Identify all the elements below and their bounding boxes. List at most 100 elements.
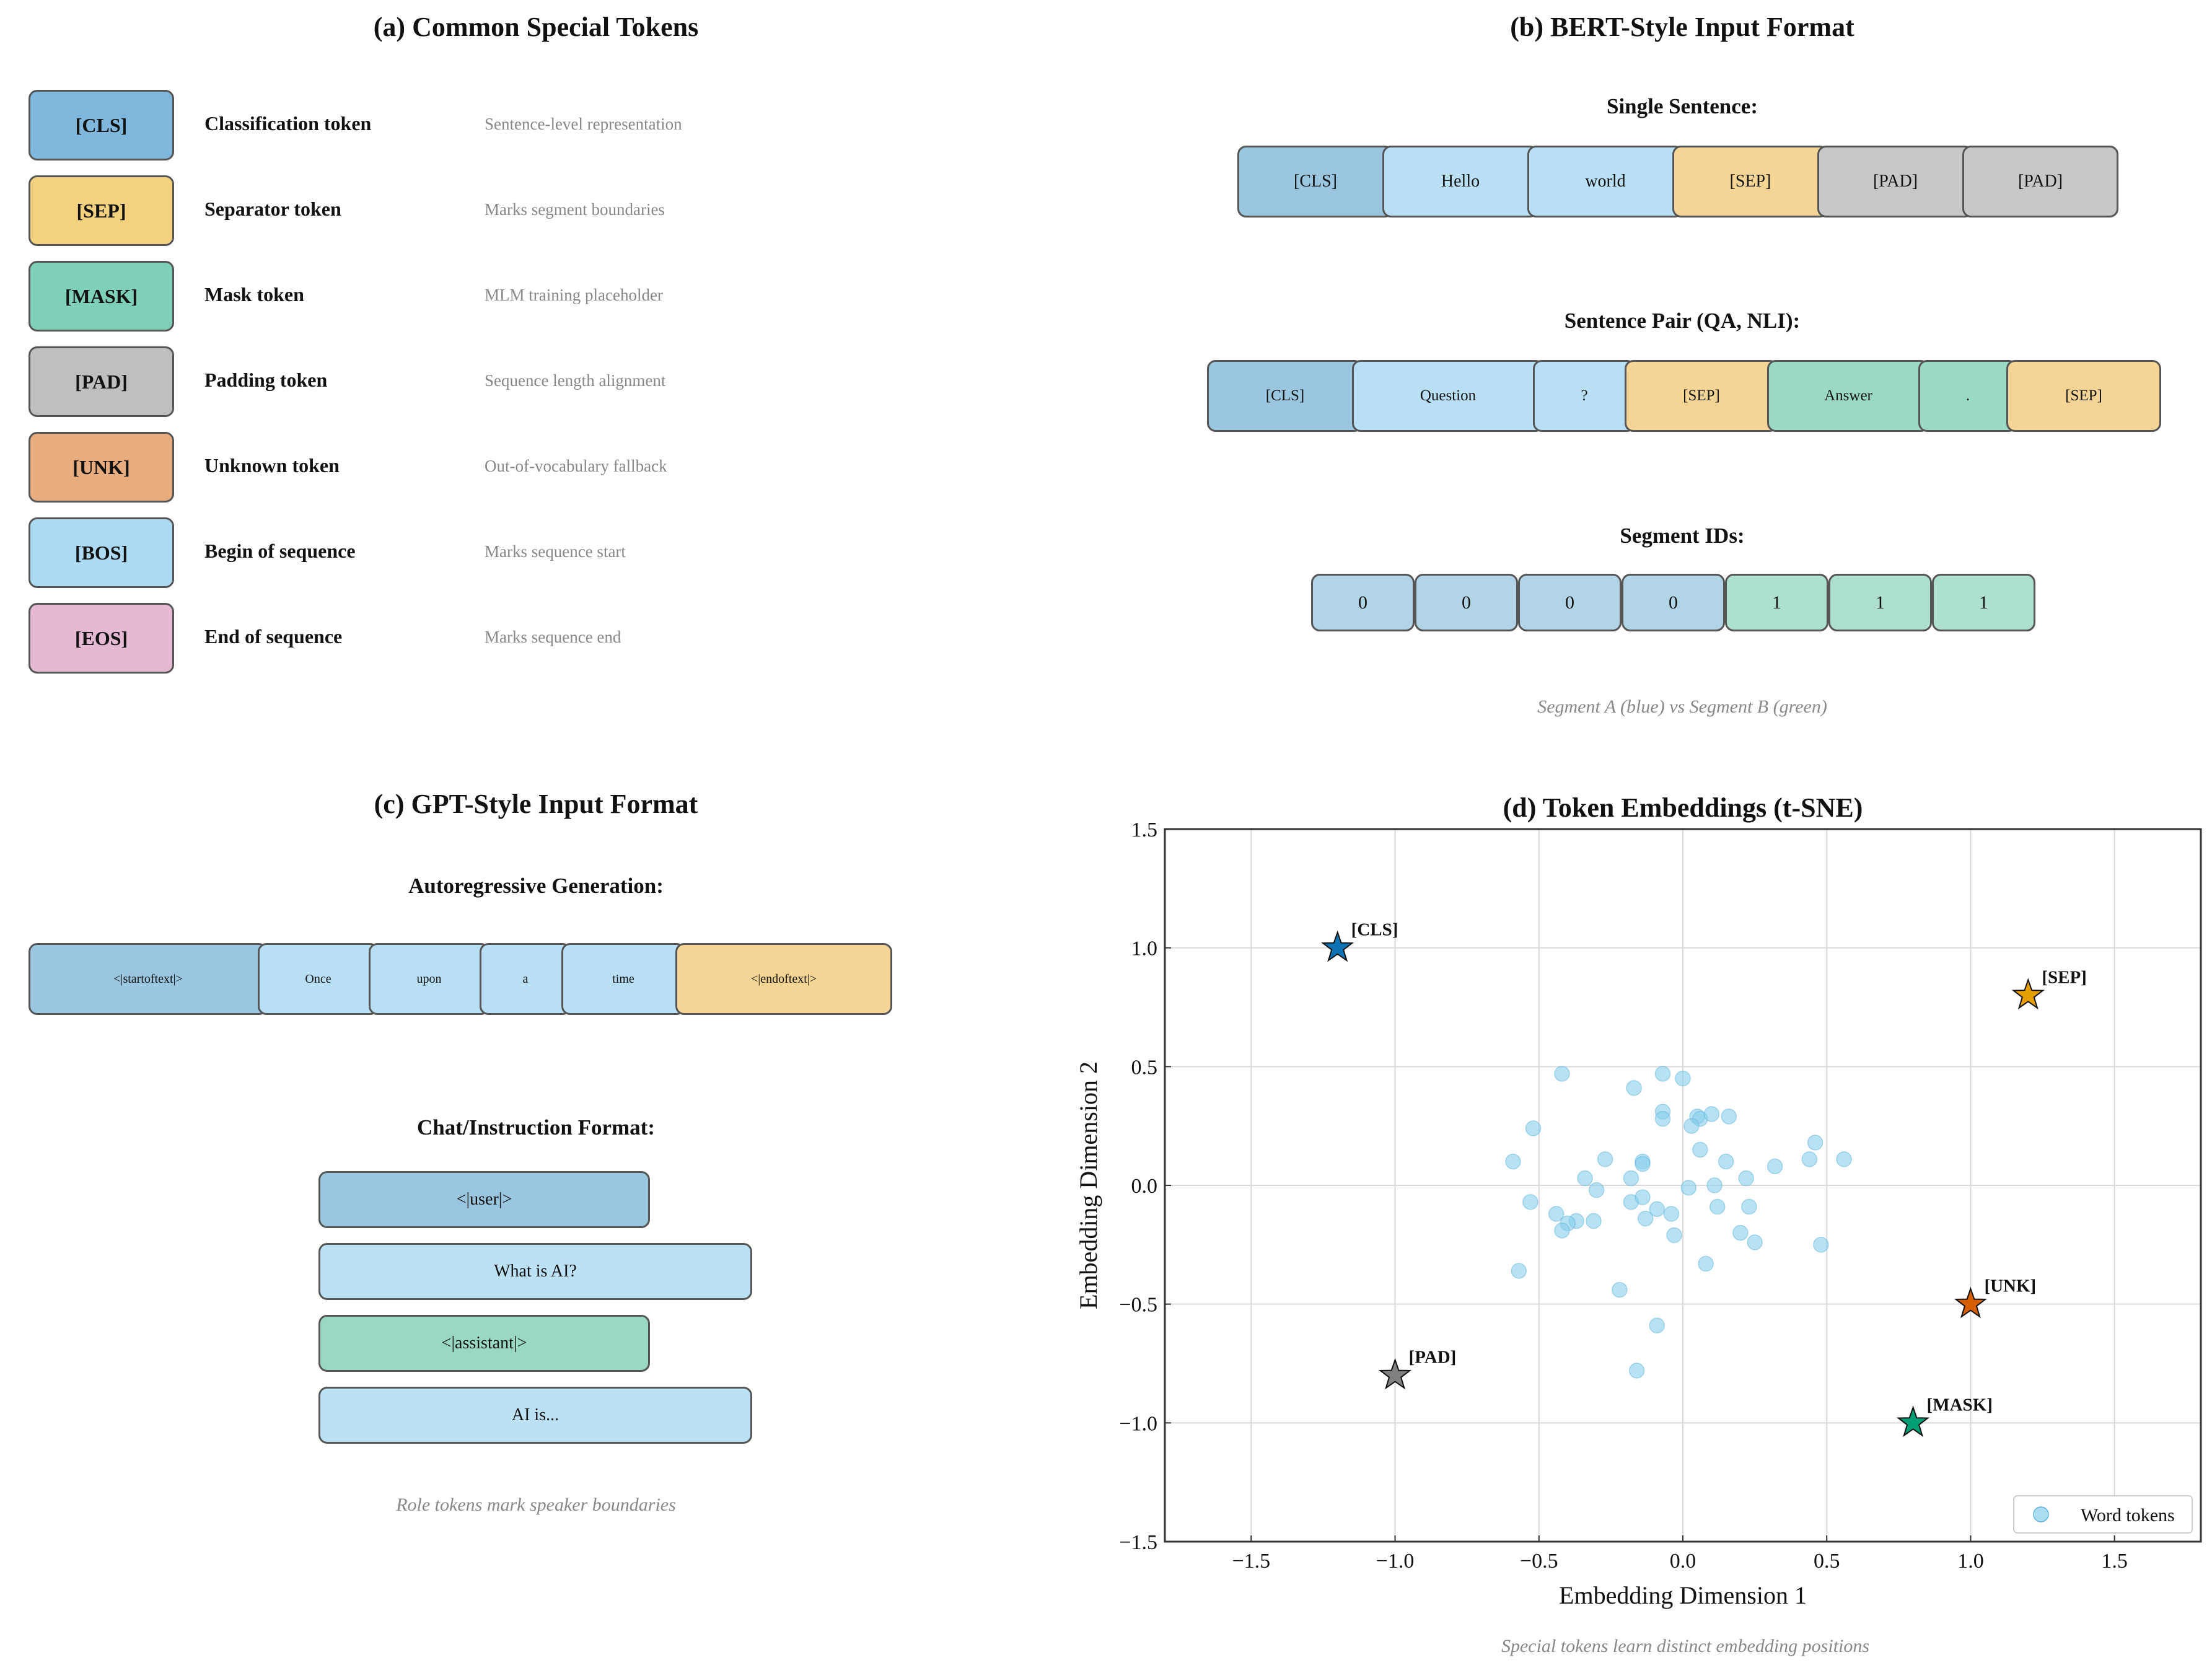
segment-id-3: 0 xyxy=(1622,574,1725,631)
token-desc-cls: Sentence-level representation xyxy=(485,115,682,133)
token-box-sep: [SEP] xyxy=(29,175,174,246)
token-once-1: Once xyxy=(258,943,379,1015)
word-token-point xyxy=(1522,1194,1538,1210)
word-token-point xyxy=(1683,1118,1700,1134)
word-token-point xyxy=(1801,1151,1818,1167)
special-token-label-mask: [MASK] xyxy=(1927,1395,1993,1415)
token-box-cls: [CLS] xyxy=(29,90,174,160)
token-upon-2: upon xyxy=(369,943,489,1015)
x-tick-label: −1.0 xyxy=(1376,1550,1415,1573)
x-tick-label: 1.0 xyxy=(1957,1550,1984,1573)
x-axis-label: Embedding Dimension 1 xyxy=(1559,1581,1807,1609)
token-startoftext-0: <|startoftext|> xyxy=(29,943,268,1015)
token-box-mask: [MASK] xyxy=(29,261,174,332)
chat-line-2: <|assistant|> xyxy=(318,1315,650,1372)
y-tick-label: 1.0 xyxy=(1131,937,1158,960)
segment-id-4: 1 xyxy=(1725,574,1828,631)
special-token-marker-unk xyxy=(1954,1286,1988,1319)
token-answer-4: Answer xyxy=(1767,360,1929,432)
token-box-bos: [BOS] xyxy=(29,517,174,588)
segment-id-2: 0 xyxy=(1518,574,1622,631)
x-tick-label: 0.5 xyxy=(1814,1550,1840,1573)
word-token-point xyxy=(1554,1223,1570,1239)
chart-title: (d) Token Embeddings (t-SNE) xyxy=(1503,793,1863,823)
token-name-mask: Mask token xyxy=(204,283,304,305)
tsne-scatter-chart: (d) Token Embeddings (t-SNE) −1.5 −1.0 −0.5… xyxy=(1074,793,2202,1609)
word-token-point xyxy=(1511,1263,1527,1279)
token-desc-eos: Marks sequence end xyxy=(485,628,621,646)
token-name-eos: End of sequence xyxy=(204,625,343,648)
x-tick-label: −1.5 xyxy=(1232,1550,1270,1573)
special-token-marker-cls xyxy=(1321,930,1354,962)
special-token-marker-pad xyxy=(1378,1358,1412,1390)
y-tick-label: 1.5 xyxy=(1131,819,1158,841)
special-token-marker-sep xyxy=(2011,978,2045,1010)
panel-b-title: (b) BERT-Style Input Format xyxy=(1510,12,1854,42)
token-desc-mask: MLM training placeholder xyxy=(485,286,663,304)
token-box-eos: [EOS] xyxy=(29,603,174,674)
chat-line-3: AI is... xyxy=(318,1387,752,1444)
word-token-point xyxy=(1637,1210,1654,1227)
word-token-point xyxy=(1709,1198,1726,1215)
special-token-label-sep: [SEP] xyxy=(2042,967,2087,987)
token-time-4: time xyxy=(561,943,685,1015)
legend-label: Word tokens xyxy=(2081,1505,2175,1526)
token-name-sep: Separator token xyxy=(204,198,341,220)
word-token-point xyxy=(1654,1110,1671,1127)
special-token-marker-mask xyxy=(1896,1405,1930,1438)
x-tick-label: −0.5 xyxy=(1520,1550,1558,1573)
word-token-point xyxy=(1623,1170,1639,1187)
word-token-point xyxy=(1628,1363,1645,1379)
token-token-2: ? xyxy=(1533,360,1636,432)
word-token-point xyxy=(1577,1170,1593,1187)
segment-id-1: 0 xyxy=(1415,574,1518,631)
word-token-point xyxy=(1767,1158,1783,1175)
y-tick-label: 0.0 xyxy=(1131,1175,1158,1198)
token-pad-5: [PAD] xyxy=(1962,146,2118,217)
word-token-point xyxy=(1649,1201,1665,1218)
token-name-pad: Padding token xyxy=(204,369,328,391)
token-token-5: . xyxy=(1918,360,2017,432)
word-token-point xyxy=(1525,1120,1542,1136)
word-token-point xyxy=(1649,1317,1665,1333)
token-box-unk: [UNK] xyxy=(29,432,174,503)
y-tick-label: −0.5 xyxy=(1119,1294,1157,1317)
token-desc-unk: Out-of-vocabulary fallback xyxy=(485,457,667,475)
word-token-point xyxy=(1698,1255,1714,1272)
word-token-point xyxy=(1807,1135,1824,1151)
y-tick-label: −1.0 xyxy=(1119,1412,1157,1435)
x-tick-label: 0.0 xyxy=(1670,1550,1696,1573)
y-tick-label: 0.5 xyxy=(1131,1056,1158,1079)
word-token-point xyxy=(1706,1177,1723,1193)
word-token-point xyxy=(1738,1170,1754,1187)
y-tick-label: −1.5 xyxy=(1119,1531,1157,1554)
legend-marker xyxy=(2033,1506,2049,1522)
x-tick-label: 1.5 xyxy=(2101,1550,2128,1573)
token-pad-4: [PAD] xyxy=(1817,146,1973,217)
token-cls-0: [CLS] xyxy=(1237,146,1393,217)
segment-id-0: 0 xyxy=(1311,574,1415,631)
y-axis-label: Embedding Dimension 2 xyxy=(1074,1061,1102,1309)
token-name-unk: Unknown token xyxy=(204,454,340,476)
token-cls-0: [CLS] xyxy=(1207,360,1363,432)
sentence-pair-label: Sentence Pair (QA, NLI): xyxy=(1564,309,1801,333)
special-token-label-cls: [CLS] xyxy=(1351,920,1398,940)
panel-b-caption: Segment A (blue) vs Segment B (green) xyxy=(1537,696,1827,717)
word-token-point xyxy=(1741,1198,1757,1215)
token-name-bos: Begin of sequence xyxy=(204,540,356,562)
word-token-point xyxy=(1635,1189,1651,1205)
legend-box xyxy=(2013,1495,2193,1534)
word-token-point xyxy=(1703,1106,1720,1122)
word-token-point xyxy=(1597,1151,1613,1167)
token-desc-pad: Sequence length alignment xyxy=(485,371,666,390)
word-token-point xyxy=(1692,1141,1708,1158)
token-name-cls: Classification token xyxy=(204,112,372,134)
word-token-point xyxy=(1635,1156,1651,1172)
word-token-point xyxy=(1505,1153,1521,1170)
word-token-point xyxy=(1747,1234,1763,1250)
chat-line-1: What is AI? xyxy=(318,1243,752,1300)
word-token-point xyxy=(1548,1206,1565,1222)
chat-format-label: Chat/Instruction Format: xyxy=(417,1115,655,1139)
panel-c-caption: Role tokens mark speaker boundaries xyxy=(396,1495,676,1515)
token-hello-1: Hello xyxy=(1382,146,1538,217)
